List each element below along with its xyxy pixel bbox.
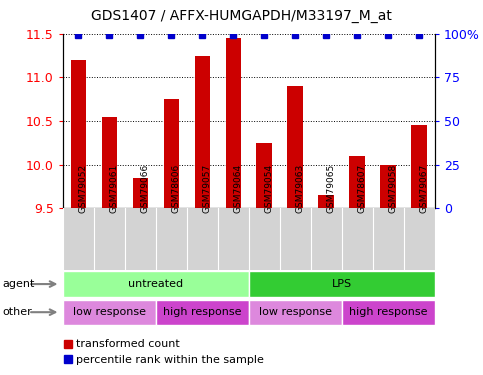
Text: GSM79054: GSM79054 (264, 164, 273, 213)
Text: high response: high response (163, 307, 242, 317)
Text: high response: high response (349, 307, 427, 317)
Bar (94, 208, 125, 270)
Bar (164, 99, 179, 208)
Bar (318, 195, 334, 208)
Bar (195, 56, 210, 208)
Bar (342, 208, 373, 270)
Bar (125, 208, 156, 270)
Bar (132, 178, 148, 208)
Bar (156, 300, 249, 325)
Text: low response: low response (73, 307, 146, 317)
Legend: transformed count, percentile rank within the sample: transformed count, percentile rank withi… (59, 335, 269, 369)
Text: GSM79058: GSM79058 (388, 164, 397, 213)
Bar (287, 86, 303, 208)
Bar (218, 208, 249, 270)
Bar (249, 300, 342, 325)
Text: low response: low response (259, 307, 332, 317)
Text: GSM79067: GSM79067 (419, 164, 428, 213)
Bar (101, 117, 117, 208)
Bar (412, 125, 427, 208)
Bar (404, 208, 435, 270)
Bar (249, 208, 280, 270)
Bar (342, 300, 435, 325)
Bar (63, 208, 94, 270)
Text: GSM79065: GSM79065 (326, 164, 335, 213)
Text: GSM79057: GSM79057 (202, 164, 211, 213)
Text: other: other (2, 307, 32, 317)
Text: GSM78607: GSM78607 (357, 164, 366, 213)
Bar (226, 38, 241, 208)
Text: GSM79066: GSM79066 (140, 164, 149, 213)
Text: untreated: untreated (128, 279, 184, 289)
Bar (71, 60, 86, 208)
Text: GSM79061: GSM79061 (109, 164, 118, 213)
Bar (156, 208, 187, 270)
Text: GSM79052: GSM79052 (78, 164, 87, 213)
Bar (63, 300, 156, 325)
Text: LPS: LPS (332, 279, 352, 289)
Bar (249, 272, 435, 297)
Bar (311, 208, 342, 270)
Bar (187, 208, 218, 270)
Text: GSM78606: GSM78606 (171, 164, 180, 213)
Bar (350, 156, 365, 208)
Bar (256, 143, 272, 208)
Text: agent: agent (2, 279, 35, 289)
Text: GSM79063: GSM79063 (295, 164, 304, 213)
Bar (373, 208, 404, 270)
Text: GSM79064: GSM79064 (233, 164, 242, 213)
Bar (381, 165, 396, 208)
Bar (63, 272, 249, 297)
Text: GDS1407 / AFFX-HUMGAPDH/M33197_M_at: GDS1407 / AFFX-HUMGAPDH/M33197_M_at (91, 9, 392, 23)
Bar (280, 208, 311, 270)
